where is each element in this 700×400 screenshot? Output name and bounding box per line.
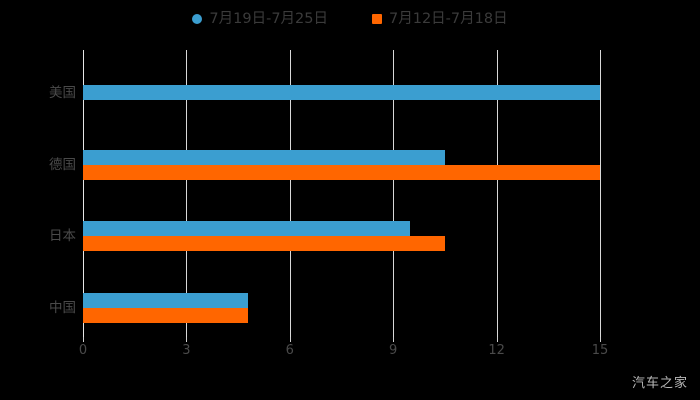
x-tick-mark-12 <box>496 337 498 342</box>
x-tick-label-6: 6 <box>285 343 294 358</box>
gridline-6 <box>289 50 291 337</box>
bar-日本-series-b[interactable] <box>83 236 445 252</box>
circle-marker-icon <box>192 14 203 24</box>
gridline-9 <box>393 50 395 337</box>
x-tick-mark-9 <box>393 337 395 342</box>
bar-中国-series-b[interactable] <box>83 308 249 324</box>
bar-德国-series-a[interactable] <box>83 149 445 165</box>
legend-item-series-b[interactable]: 7月12日-7月18日 <box>372 8 508 30</box>
square-marker-icon <box>372 14 382 24</box>
y-axis-label-中国: 中国 <box>49 300 76 317</box>
x-tick-label-9: 9 <box>389 343 398 358</box>
x-tick-label-15: 15 <box>591 343 609 358</box>
x-axis: 0 3 6 9 12 15 <box>79 337 608 361</box>
legend-item-series-a[interactable]: 7月19日-7月25日 <box>192 8 328 30</box>
y-axis-category-labels: 美国 德国 日本 中国 <box>0 50 76 337</box>
x-tick-mark-15 <box>600 337 601 342</box>
legend-label-series-b: 7月12日-7月18日 <box>389 11 508 27</box>
x-tick-mark-0 <box>83 337 84 342</box>
bars-layer <box>83 50 600 337</box>
chart-legend: 7月19日-7月25日 7月12日-7月18日 <box>0 8 700 30</box>
bar-美国-series-a[interactable] <box>83 85 600 101</box>
y-axis-label-日本: 日本 <box>49 228 76 245</box>
watermark: 汽车之家 <box>631 376 688 391</box>
bar-德国-series-b[interactable] <box>83 164 600 180</box>
x-tick-mark-6 <box>289 337 291 342</box>
bar-中国-series-a[interactable] <box>83 293 249 309</box>
plot-area <box>83 50 601 337</box>
gridline-12 <box>496 50 498 337</box>
gridline-15 <box>600 50 601 337</box>
legend-label-series-a: 7月19日-7月25日 <box>209 11 328 27</box>
y-axis-label-德国: 德国 <box>49 156 76 173</box>
x-tick-mark-3 <box>186 337 188 342</box>
x-tick-label-12: 12 <box>488 343 505 358</box>
gridline-0 <box>83 50 84 337</box>
x-tick-label-3: 3 <box>182 343 191 358</box>
y-axis-label-美国: 美国 <box>49 84 76 101</box>
x-tick-label-0: 0 <box>78 343 88 358</box>
bar-日本-series-a[interactable] <box>83 221 411 237</box>
gridline-3 <box>186 50 188 337</box>
